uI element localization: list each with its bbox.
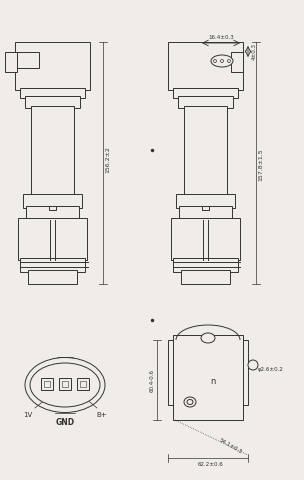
Bar	[5, 52, 17, 72]
Bar	[173, 88, 238, 98]
Bar	[173, 258, 238, 272]
Text: n: n	[210, 377, 216, 386]
Bar	[15, 42, 90, 90]
Bar	[181, 270, 230, 284]
Bar	[231, 52, 243, 72]
Text: 16.4±0.3: 16.4±0.3	[208, 35, 234, 40]
Bar	[31, 106, 74, 195]
Text: 156.2±2: 156.2±2	[105, 146, 110, 173]
Ellipse shape	[201, 333, 215, 343]
Text: 1V: 1V	[23, 412, 33, 418]
Ellipse shape	[187, 399, 193, 405]
Ellipse shape	[227, 60, 230, 62]
Bar	[18, 218, 87, 260]
Bar	[168, 340, 248, 405]
Bar	[25, 96, 80, 108]
Bar	[173, 335, 243, 420]
Text: 54.1±0.3: 54.1±0.3	[218, 438, 242, 455]
Bar	[80, 381, 86, 387]
Text: 60.4-0.6: 60.4-0.6	[150, 369, 155, 392]
Bar	[20, 88, 85, 98]
Bar	[184, 106, 227, 195]
Bar	[59, 378, 71, 390]
Bar	[202, 206, 209, 210]
Bar	[49, 206, 56, 210]
Bar	[20, 258, 85, 272]
Bar	[179, 206, 232, 220]
Bar	[168, 42, 243, 90]
Bar	[23, 194, 82, 208]
Text: 4±0.3: 4±0.3	[252, 44, 257, 60]
Bar	[17, 52, 39, 68]
Bar	[77, 378, 89, 390]
Text: φ2.6±0.2: φ2.6±0.2	[258, 368, 284, 372]
Ellipse shape	[30, 363, 100, 407]
Bar	[171, 218, 240, 260]
Bar	[178, 96, 233, 108]
Text: B+: B+	[97, 412, 107, 418]
Bar	[176, 194, 235, 208]
Text: 157.8±1.5: 157.8±1.5	[258, 149, 263, 181]
Ellipse shape	[220, 60, 223, 62]
Ellipse shape	[248, 360, 258, 370]
Bar	[44, 381, 50, 387]
Ellipse shape	[213, 60, 216, 62]
Ellipse shape	[25, 358, 105, 412]
Text: 62.2±0.6: 62.2±0.6	[197, 462, 223, 467]
Bar	[26, 206, 79, 220]
Text: GND: GND	[55, 418, 74, 427]
Bar	[28, 270, 77, 284]
Bar	[41, 378, 53, 390]
Ellipse shape	[211, 55, 233, 67]
Ellipse shape	[184, 397, 196, 407]
Bar	[62, 381, 68, 387]
